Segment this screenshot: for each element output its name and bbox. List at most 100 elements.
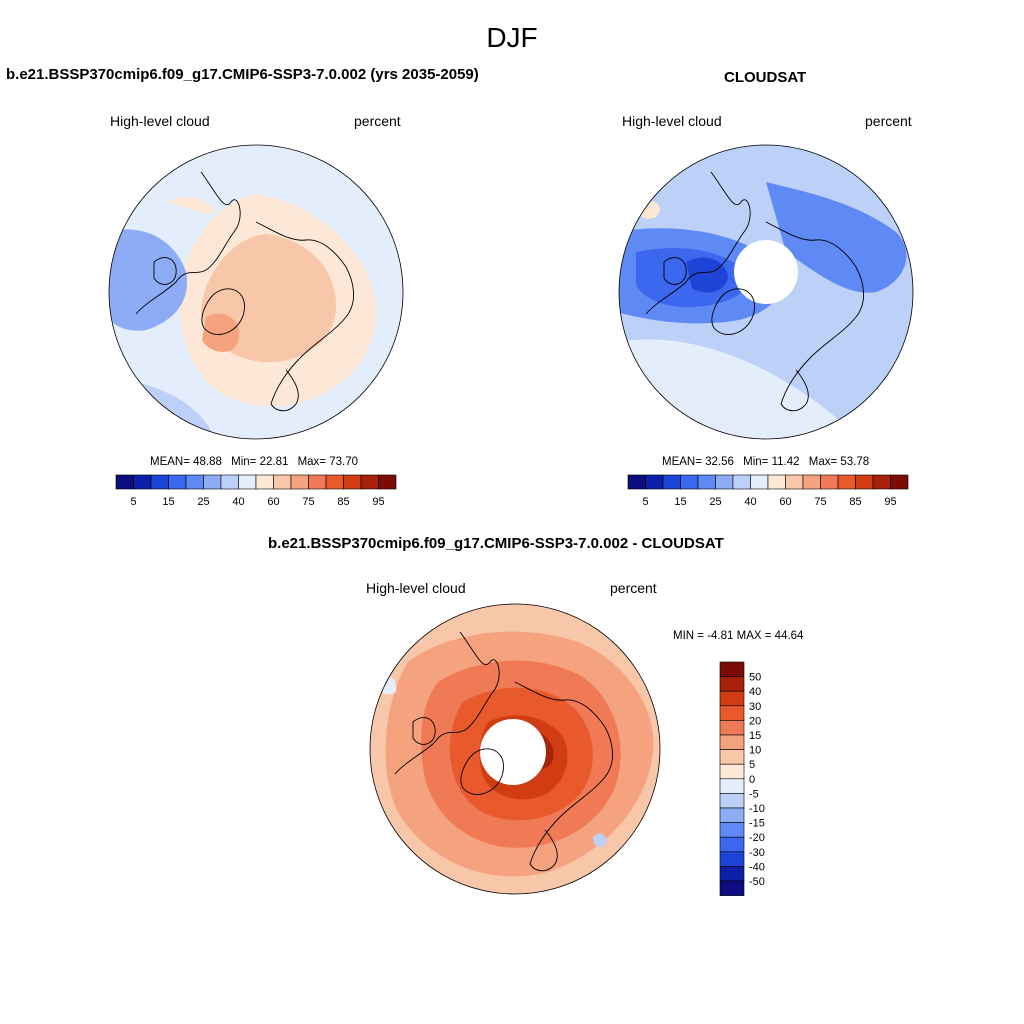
- diff-map-border: [369, 603, 661, 895]
- obs-units-label: percent: [865, 113, 912, 129]
- diff-min-value: -4.81: [707, 630, 734, 642]
- model-units-label: percent: [354, 113, 401, 129]
- model-colorbar-box: [133, 474, 152, 490]
- obs-colorbar-box: [820, 474, 839, 490]
- model-colorbar-label: 60: [267, 496, 279, 508]
- diff-max-value: 44.64: [774, 630, 804, 642]
- diff-min-label: MIN =: [673, 630, 704, 642]
- model-min-label: Min=: [231, 456, 257, 468]
- obs-coastlines: [645, 171, 864, 412]
- obs-colorbar-box: [750, 474, 769, 490]
- diff-colorbar-box: [719, 705, 745, 721]
- diff-colorbar-label: 0: [749, 774, 755, 786]
- diff-stats: MIN = -4.81 MAX = 44.64: [673, 630, 803, 642]
- obs-polar-map: [618, 144, 914, 440]
- diff-colorbar-box: [719, 793, 745, 809]
- diff-colorbar-box: [719, 690, 745, 707]
- obs-colorbar-box: [680, 474, 699, 490]
- model-colorbar-label: 15: [162, 496, 174, 508]
- model-colorbar: 5 15 25 40 60 75 85 95: [115, 474, 397, 508]
- diff-colorbar-label: -5: [749, 788, 759, 800]
- obs-colorbar: 5 15 25 40 60 75 85 95: [627, 474, 909, 508]
- diff-colorbar-label: -50: [749, 876, 765, 888]
- obs-colorbar-label: 40: [744, 496, 756, 508]
- model-colorbar-label: 85: [337, 496, 349, 508]
- obs-stats: MEAN= 32.56 Min= 11.42 Max= 53.78: [662, 456, 869, 468]
- model-panel-title: b.e21.BSSP370cmip6.f09_g17.CMIP6-SSP3-7.…: [6, 66, 479, 83]
- diff-colorbar-label: -40: [749, 861, 765, 873]
- obs-colorbar-box: [627, 474, 646, 490]
- diff-colorbar-box: [719, 880, 745, 896]
- model-colorbar-box: [220, 474, 239, 490]
- diff-colorbar-box: [719, 836, 745, 853]
- obs-mean-label: MEAN=: [662, 456, 702, 468]
- model-max-value: 73.70: [329, 456, 359, 468]
- model-field-contours: [109, 145, 403, 439]
- obs-colorbar-box: [855, 474, 874, 490]
- model-colorbar-label: 25: [197, 496, 209, 508]
- obs-colorbar-box: [890, 474, 909, 490]
- diff-colorbar-label: -20: [749, 832, 765, 844]
- model-max-label: Max=: [297, 456, 327, 468]
- obs-colorbar-label: 25: [709, 496, 721, 508]
- model-min-value: 22.81: [259, 456, 289, 468]
- obs-variable-label: High-level cloud: [622, 113, 722, 129]
- model-coastlines: [135, 171, 354, 412]
- model-colorbar-box: [185, 474, 204, 490]
- obs-colorbar-label: 5: [642, 496, 648, 508]
- obs-colorbar-label: 95: [884, 496, 896, 508]
- obs-colorbar-box: [872, 474, 891, 490]
- model-colorbar-box: [238, 474, 257, 490]
- diff-colorbar-box: [719, 720, 745, 736]
- diff-colorbar-box: [719, 807, 745, 823]
- model-map-border: [108, 144, 404, 440]
- obs-colorbar-box: [767, 474, 786, 490]
- diff-coastlines: [394, 631, 613, 872]
- model-colorbar-box: [378, 474, 397, 490]
- model-colorbar-box: [343, 474, 362, 490]
- obs-colorbar-box: [785, 474, 804, 490]
- obs-max-value: 53.78: [840, 456, 870, 468]
- diff-colorbar-label: 30: [749, 701, 761, 713]
- model-colorbar-box: [150, 474, 169, 490]
- diff-colorbar-label: 10: [749, 745, 761, 757]
- diff-units-label: percent: [610, 580, 657, 596]
- obs-field-contours: [619, 145, 913, 439]
- obs-panel-title: CLOUDSAT: [724, 69, 807, 86]
- diff-colorbar-box: [719, 734, 745, 750]
- diff-colorbar-box: [719, 851, 745, 867]
- model-stats: MEAN= 48.88 Min= 22.81 Max= 73.70: [150, 456, 358, 468]
- obs-map-border: [618, 144, 914, 440]
- diff-colorbar-label: 5: [749, 759, 755, 771]
- diff-max-label: MAX =: [736, 630, 772, 642]
- model-colorbar-box: [308, 474, 327, 490]
- diff-colorbar-box: [719, 763, 745, 780]
- diff-variable-label: High-level cloud: [366, 580, 466, 596]
- diff-colorbar-label: 40: [749, 686, 761, 698]
- obs-min-value: 11.42: [771, 456, 800, 468]
- obs-colorbar-label: 85: [849, 496, 861, 508]
- diff-colorbar-label: -15: [749, 818, 765, 830]
- diff-panel-title: b.e21.BSSP370cmip6.f09_g17.CMIP6-SSP3-7.…: [268, 535, 724, 552]
- diff-colorbar-box: [719, 778, 745, 794]
- model-variable-label: High-level cloud: [110, 113, 210, 129]
- model-colorbar-box: [325, 474, 344, 490]
- obs-colorbar-box: [732, 474, 751, 490]
- obs-colorbar-box: [715, 474, 734, 490]
- diff-colorbar-label: -10: [749, 803, 765, 815]
- obs-max-label: Max=: [808, 456, 838, 468]
- model-colorbar-box: [360, 474, 379, 490]
- obs-colorbar-label: 60: [779, 496, 791, 508]
- model-colorbar-box: [168, 474, 187, 490]
- diff-colorbar-box: [719, 866, 745, 882]
- diff-colorbar-label: 50: [749, 672, 761, 684]
- diff-polar-map: [369, 603, 661, 895]
- obs-colorbar-label: 15: [674, 496, 686, 508]
- diff-colorbar-label: 20: [749, 715, 761, 727]
- model-mean-value: 48.88: [193, 456, 222, 468]
- diff-colorbar-box: [719, 822, 745, 838]
- diff-field-contours: [370, 604, 660, 894]
- model-colorbar-label: 5: [130, 496, 136, 508]
- model-colorbar-box: [273, 474, 292, 490]
